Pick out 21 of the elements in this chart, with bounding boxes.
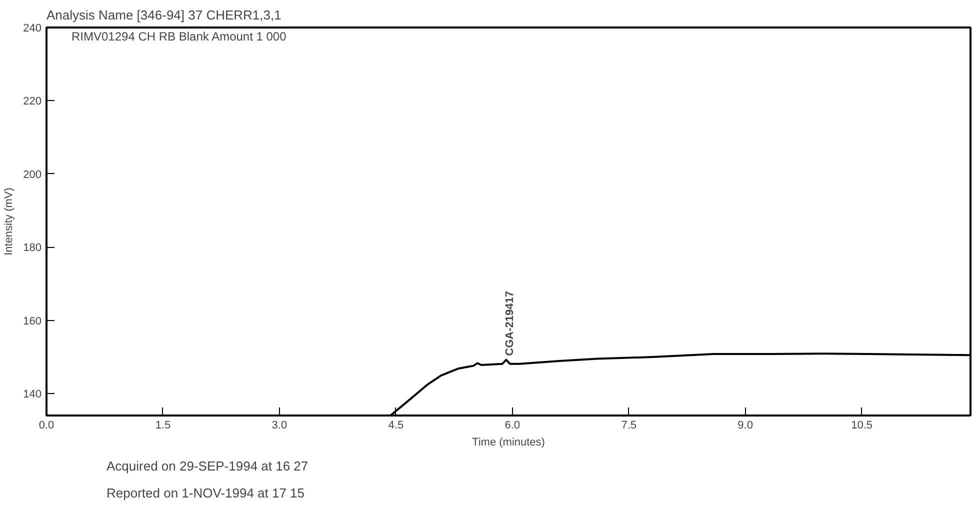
y-axis-title: Intensity (mV) <box>3 188 16 256</box>
text: Reported on 1-NOV-1994 at 17 15 <box>106 486 305 500</box>
x-tick-label: 4.5 <box>388 420 404 432</box>
x-tick-label: 7.5 <box>621 420 637 432</box>
x-tick-label: 9.0 <box>738 420 753 432</box>
chart-title: Analysis Name [346-94] 37 CHERR1,3,1 <box>46 8 282 22</box>
chart-subtitle: RIMV01294 CH RB Blank Amount 1 000 <box>72 30 287 44</box>
y-tick-label: 140 <box>23 388 42 401</box>
annotation: CGA-219417 <box>504 291 516 356</box>
x-axis-title: Time (minutes) <box>472 436 545 448</box>
y-tick-label: 180 <box>23 242 42 254</box>
y-tick-label: 240 <box>23 22 42 34</box>
y-tick-label: 220 <box>23 96 42 108</box>
y-tick-label: 160 <box>23 315 42 328</box>
x-tick-label: 0.0 <box>38 420 54 432</box>
text: Acquired on 29-SEP-1994 at 16 27 <box>106 458 308 474</box>
y-tick-label: 200 <box>23 168 42 181</box>
x-tick-label: 3.0 <box>272 420 288 432</box>
x-tick-label: 10.5 <box>851 420 873 432</box>
x-tick-label: 6.0 <box>504 420 520 432</box>
x-tick-label: 1.5 <box>155 420 171 432</box>
